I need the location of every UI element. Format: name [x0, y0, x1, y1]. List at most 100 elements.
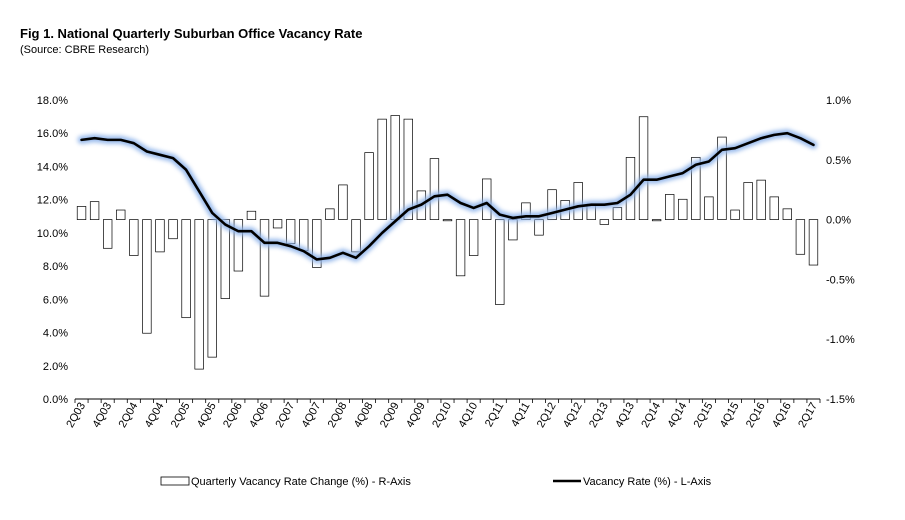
- bar: [325, 208, 335, 220]
- right-axis: -1.5% -1.0% -0.5% 0.0% 0.5% 1.0%: [826, 95, 855, 406]
- right-tick-label: 1.0%: [826, 95, 851, 107]
- x-tick-label: 4Q14: [666, 401, 690, 430]
- bar: [285, 219, 296, 244]
- bar: [743, 182, 753, 220]
- left-tick-label: 8.0%: [43, 261, 68, 273]
- x-tick-label: 2Q07: [273, 401, 297, 430]
- bar: [194, 219, 204, 370]
- left-tick-label: 16.0%: [37, 128, 68, 140]
- x-tick-label: 2Q15: [692, 401, 716, 430]
- x-tick-label: 2Q11: [483, 401, 506, 430]
- bar: [717, 136, 727, 220]
- bar: [312, 219, 322, 268]
- x-tick-label: 4Q16: [770, 401, 794, 430]
- bar: [730, 209, 740, 220]
- bar: [168, 219, 178, 240]
- bar: [220, 219, 230, 299]
- x-tick-label: 2Q04: [117, 401, 141, 430]
- x-tick-label: 2Q14: [639, 401, 663, 430]
- bar: [612, 207, 623, 220]
- left-tick-label: 10.0%: [37, 228, 68, 240]
- bar: [678, 198, 688, 220]
- left-tick-label: 2.0%: [43, 361, 68, 373]
- bar: [76, 206, 87, 220]
- x-tick-label: 4Q10: [456, 401, 480, 430]
- x-tick-label: 2Q16: [744, 401, 768, 430]
- bar: [338, 184, 348, 220]
- x-tick-label: 4Q13: [613, 401, 637, 430]
- bar-series: [76, 115, 819, 370]
- x-tick-label: 4Q12: [561, 401, 585, 430]
- x-axis: 2Q03 4Q03 2Q04 4Q04 2Q05 4Q05 2Q06 4Q06 2Q07 4Q07…: [64, 398, 821, 430]
- right-tick-label: 0.0%: [826, 215, 851, 227]
- bar: [638, 116, 649, 220]
- bar: [651, 219, 662, 222]
- bar: [534, 219, 544, 236]
- chart-title: Fig 1. National Quarterly Suburban Offic…: [20, 26, 363, 41]
- bar: [116, 209, 126, 220]
- bar: [89, 201, 100, 220]
- bar: [599, 219, 610, 225]
- x-tick-label: 4Q03: [90, 401, 114, 430]
- bar: [181, 219, 191, 319]
- x-tick-label: 4Q11: [509, 401, 532, 430]
- x-tick-label: 2Q08: [326, 401, 350, 430]
- x-tick-label: 4Q15: [718, 401, 742, 430]
- right-tick-label: -0.5%: [826, 274, 855, 286]
- x-tick-label: 2Q12: [535, 401, 559, 430]
- x-tick-label: 2Q10: [430, 401, 454, 430]
- x-tick-label: 2Q13: [587, 401, 611, 430]
- vacancy-rate-line: [80, 131, 815, 261]
- bar: [142, 219, 152, 334]
- bar: [233, 219, 244, 272]
- bar: [756, 179, 766, 220]
- bar: [665, 194, 675, 220]
- right-tick-label: -1.0%: [826, 334, 855, 346]
- chart-subtitle: (Source: CBRE Research): [20, 44, 149, 56]
- bar: [782, 208, 792, 220]
- x-tick-label: 4Q08: [352, 401, 376, 430]
- bar: [442, 219, 453, 222]
- legend-bar-label: Quarterly Vacancy Rate Change (%) - R-Ax…: [191, 476, 411, 488]
- bar: [808, 219, 819, 266]
- bar: [508, 219, 518, 241]
- right-tick-label: -1.5%: [826, 394, 855, 406]
- bar: [704, 196, 714, 220]
- bar: [495, 219, 505, 305]
- x-tick-label: 4Q04: [143, 401, 167, 430]
- left-tick-label: 6.0%: [43, 294, 68, 306]
- bar: [129, 219, 139, 256]
- legend-line-label: Vacancy Rate (%) - L-Axis: [583, 476, 712, 488]
- left-axis: 0.0% 2.0% 4.0% 6.0% 8.0% 10.0% 12.0% 14.0% 16.0%…: [37, 95, 68, 406]
- bar: [455, 219, 466, 277]
- bar: [259, 219, 270, 297]
- bar: [351, 219, 361, 253]
- bar: [390, 115, 400, 220]
- bar: [103, 219, 113, 249]
- bar: [795, 219, 806, 255]
- bar: [155, 219, 165, 253]
- bar: [691, 157, 701, 220]
- bar: [364, 152, 374, 220]
- left-tick-label: 14.0%: [37, 161, 68, 173]
- bar: [207, 219, 217, 358]
- bar: [272, 219, 283, 229]
- bar: [769, 196, 779, 220]
- left-tick-label: 0.0%: [43, 394, 68, 406]
- legend-bar-swatch: [160, 476, 190, 486]
- x-tick-label: 2Q06: [221, 401, 245, 430]
- line-series: [77, 129, 818, 264]
- x-tick-label: 4Q09: [404, 401, 428, 430]
- left-tick-label: 12.0%: [37, 195, 68, 207]
- bar: [246, 210, 257, 220]
- x-tick-label: 2Q17: [796, 401, 820, 430]
- x-tick-label: 4Q05: [195, 401, 219, 430]
- bar: [468, 219, 479, 256]
- bar: [377, 118, 387, 220]
- x-tick-label: 4Q06: [247, 401, 271, 430]
- x-tick-label: 2Q05: [169, 401, 193, 430]
- bar: [547, 189, 557, 220]
- left-tick-label: 18.0%: [37, 95, 68, 107]
- bar: [429, 158, 440, 220]
